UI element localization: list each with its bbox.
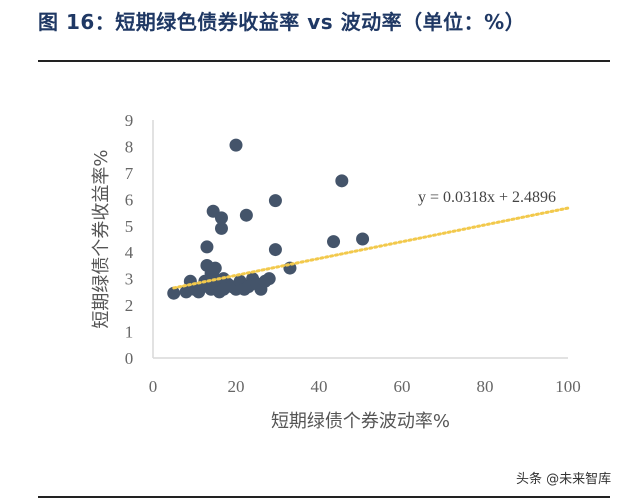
x-tick-label: 100	[555, 377, 581, 396]
y-tick-label: 3	[125, 270, 134, 289]
trendline	[172, 206, 570, 290]
y-tick-label: 4	[125, 243, 134, 262]
data-point	[214, 211, 228, 225]
data-point	[167, 286, 181, 300]
x-tick-label: 60	[394, 377, 411, 396]
y-axis-title: 短期绿债个券收益率%	[91, 149, 112, 328]
data-point	[208, 261, 222, 275]
trendline-equation: y = 0.0318x + 2.4896	[418, 189, 556, 206]
data-point	[262, 272, 276, 286]
data-point	[268, 243, 282, 257]
x-tick-label: 40	[311, 377, 328, 396]
data-point	[229, 138, 243, 152]
watermark: 头条 @未来智库	[516, 472, 612, 487]
x-tick-label: 20	[228, 377, 245, 396]
y-tick-label: 6	[125, 190, 134, 209]
data-points	[167, 138, 370, 300]
y-tick-label: 2	[125, 296, 134, 315]
data-point	[214, 221, 228, 235]
y-tick-label: 8	[125, 137, 134, 156]
x-tick-label: 0	[149, 377, 158, 396]
y-tick-labels: 0 1 2 3 4 5 6 7 8 9	[125, 111, 134, 368]
y-tick-label: 9	[125, 111, 134, 130]
y-tick-label: 5	[125, 217, 134, 236]
x-tick-label: 80	[477, 377, 494, 396]
x-axis-title: 短期绿债个券波动率%	[271, 411, 450, 432]
data-point	[356, 232, 370, 246]
y-tick-label: 1	[125, 323, 134, 342]
data-point	[335, 174, 349, 188]
data-point	[268, 194, 282, 208]
bottom-rule	[38, 496, 610, 498]
data-point	[200, 240, 214, 254]
data-point	[327, 235, 341, 249]
y-tick-label: 7	[125, 164, 134, 183]
y-tick-label: 0	[125, 349, 134, 368]
figure-title: 图 16：短期绿色债券收益率 vs 波动率（单位：%）	[38, 10, 526, 34]
top-rule	[38, 60, 610, 62]
data-point	[239, 208, 253, 222]
x-tick-labels: 0 20 40 60 80 100	[149, 377, 581, 396]
